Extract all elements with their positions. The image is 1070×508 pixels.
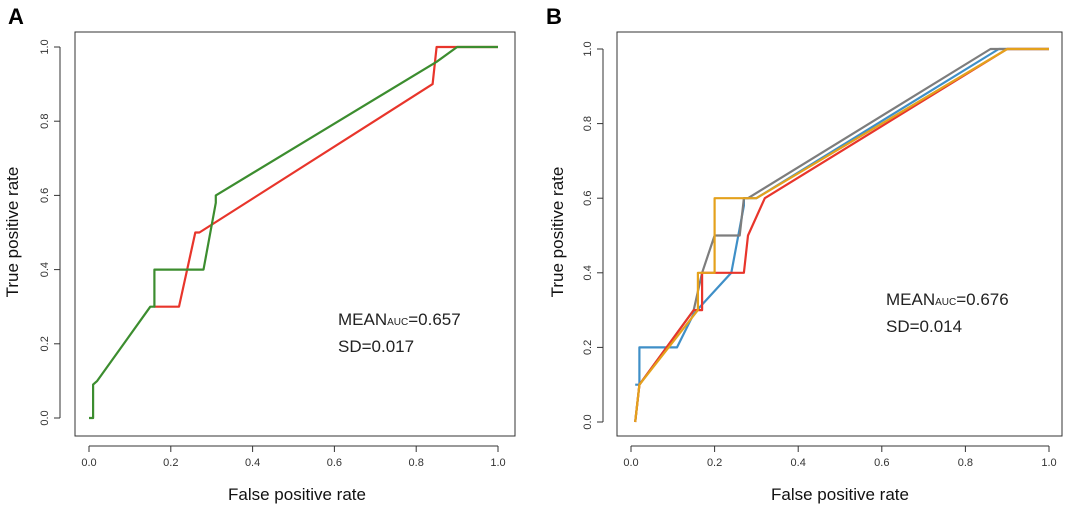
panel-a-mean-prefix: MEAN bbox=[338, 310, 387, 329]
panel-b-label: B bbox=[546, 4, 562, 29]
panel-b-y-tick-label: 0.8 bbox=[582, 116, 594, 131]
panel-b-y-tick-label: 1.0 bbox=[582, 41, 594, 56]
panel-b-x-tick-label: 0.4 bbox=[791, 457, 806, 469]
panel-b-plot-frame bbox=[616, 31, 1063, 437]
panel-b-x-tick-label: 0.2 bbox=[707, 457, 722, 469]
panel-a-x-tick-label: 0.2 bbox=[163, 457, 178, 469]
panel-b-mean-prefix: MEAN bbox=[886, 290, 935, 309]
panel-b-y-axis-title: True positive rate bbox=[548, 167, 567, 298]
panel-b-x-tick-label: 1.0 bbox=[1041, 457, 1056, 469]
panel-b-mean-suffix: =0.676 bbox=[956, 290, 1008, 309]
panel-a-series-red bbox=[154, 45, 498, 308]
panel-a-x-tick-label: 0.0 bbox=[81, 457, 96, 469]
panel-a-axes: 0.0 0.2 0.4 0.6 0.8 1.0 0.0 0.2 0.4 0.6 0.8 1.0 bbox=[39, 39, 506, 469]
panel-a-mean-auc: MEANAUC=0.657 bbox=[338, 310, 461, 329]
panel-a-x-tick-label: 0.6 bbox=[327, 457, 342, 469]
panel-a-label: A bbox=[8, 4, 24, 29]
panel-b-x-tick-label: 0.6 bbox=[874, 457, 889, 469]
panel-b-axes: 0.0 0.2 0.4 0.6 0.8 1.0 0.0 0.2 0.4 0.6 0.8 1.0 bbox=[582, 41, 1057, 469]
panel-a-plot-frame bbox=[74, 31, 516, 437]
panel-a-x-tick-label: 0.8 bbox=[409, 457, 424, 469]
panel-b-x-tick-label: 0.8 bbox=[958, 457, 973, 469]
panel-b-y-tick-label: 0.2 bbox=[582, 340, 594, 355]
panel-b-x-axis-title: False positive rate bbox=[771, 485, 909, 504]
panel-a-mean-suffix: =0.657 bbox=[408, 310, 460, 329]
panel-b-y-tick-label: 0.4 bbox=[582, 265, 594, 280]
panel-b-series-gray bbox=[634, 47, 1049, 423]
panel-a-x-tick-label: 0.4 bbox=[245, 457, 260, 469]
panel-a-mean-sub: AUC bbox=[387, 317, 408, 328]
panel-a-series bbox=[89, 45, 498, 420]
panel-b-series bbox=[634, 47, 1049, 423]
panel-b-series-orange bbox=[634, 47, 1049, 423]
panel-a-x-tick-label: 1.0 bbox=[490, 457, 505, 469]
panel-b-mean-sub: AUC bbox=[935, 297, 956, 308]
panel-a-y-tick-label: 0.0 bbox=[39, 410, 51, 425]
panel-a-y-tick-label: 0.6 bbox=[39, 188, 51, 203]
panel-a-y-tick-label: 0.8 bbox=[39, 114, 51, 129]
panel-a-sd: SD=0.017 bbox=[338, 337, 414, 356]
panel-b-mean-auc: MEANAUC=0.676 bbox=[886, 290, 1009, 309]
panel-a-x-axis-title: False positive rate bbox=[228, 485, 366, 504]
panel-b-y-tick-label: 0.0 bbox=[582, 414, 594, 429]
panel-a-series-green bbox=[89, 45, 498, 420]
panel-a-y-tick-label: 1.0 bbox=[39, 39, 51, 54]
panel-b-series-blue bbox=[635, 47, 1049, 386]
panel-a-y-tick-label: 0.2 bbox=[39, 336, 51, 351]
panel-a-y-axis-title: True positive rate bbox=[3, 167, 22, 298]
panel-b-y-tick-label: 0.6 bbox=[582, 191, 594, 206]
panel-b-x-tick-label: 0.0 bbox=[623, 457, 638, 469]
panel-b-sd: SD=0.014 bbox=[886, 317, 962, 336]
panel-a: A 0.0 0.2 0.4 0.6 0.8 1.0 0.0 0.2 0.4 0.6 0.8 1.0 F… bbox=[3, 4, 516, 504]
panel-b-series-red bbox=[634, 47, 1049, 423]
panel-a-y-tick-label: 0.4 bbox=[39, 262, 51, 277]
panel-b: B 0.0 0.2 0.4 0.6 0.8 1.0 0.0 0.2 0.4 0.6 0.8 1.0 F… bbox=[546, 4, 1063, 504]
